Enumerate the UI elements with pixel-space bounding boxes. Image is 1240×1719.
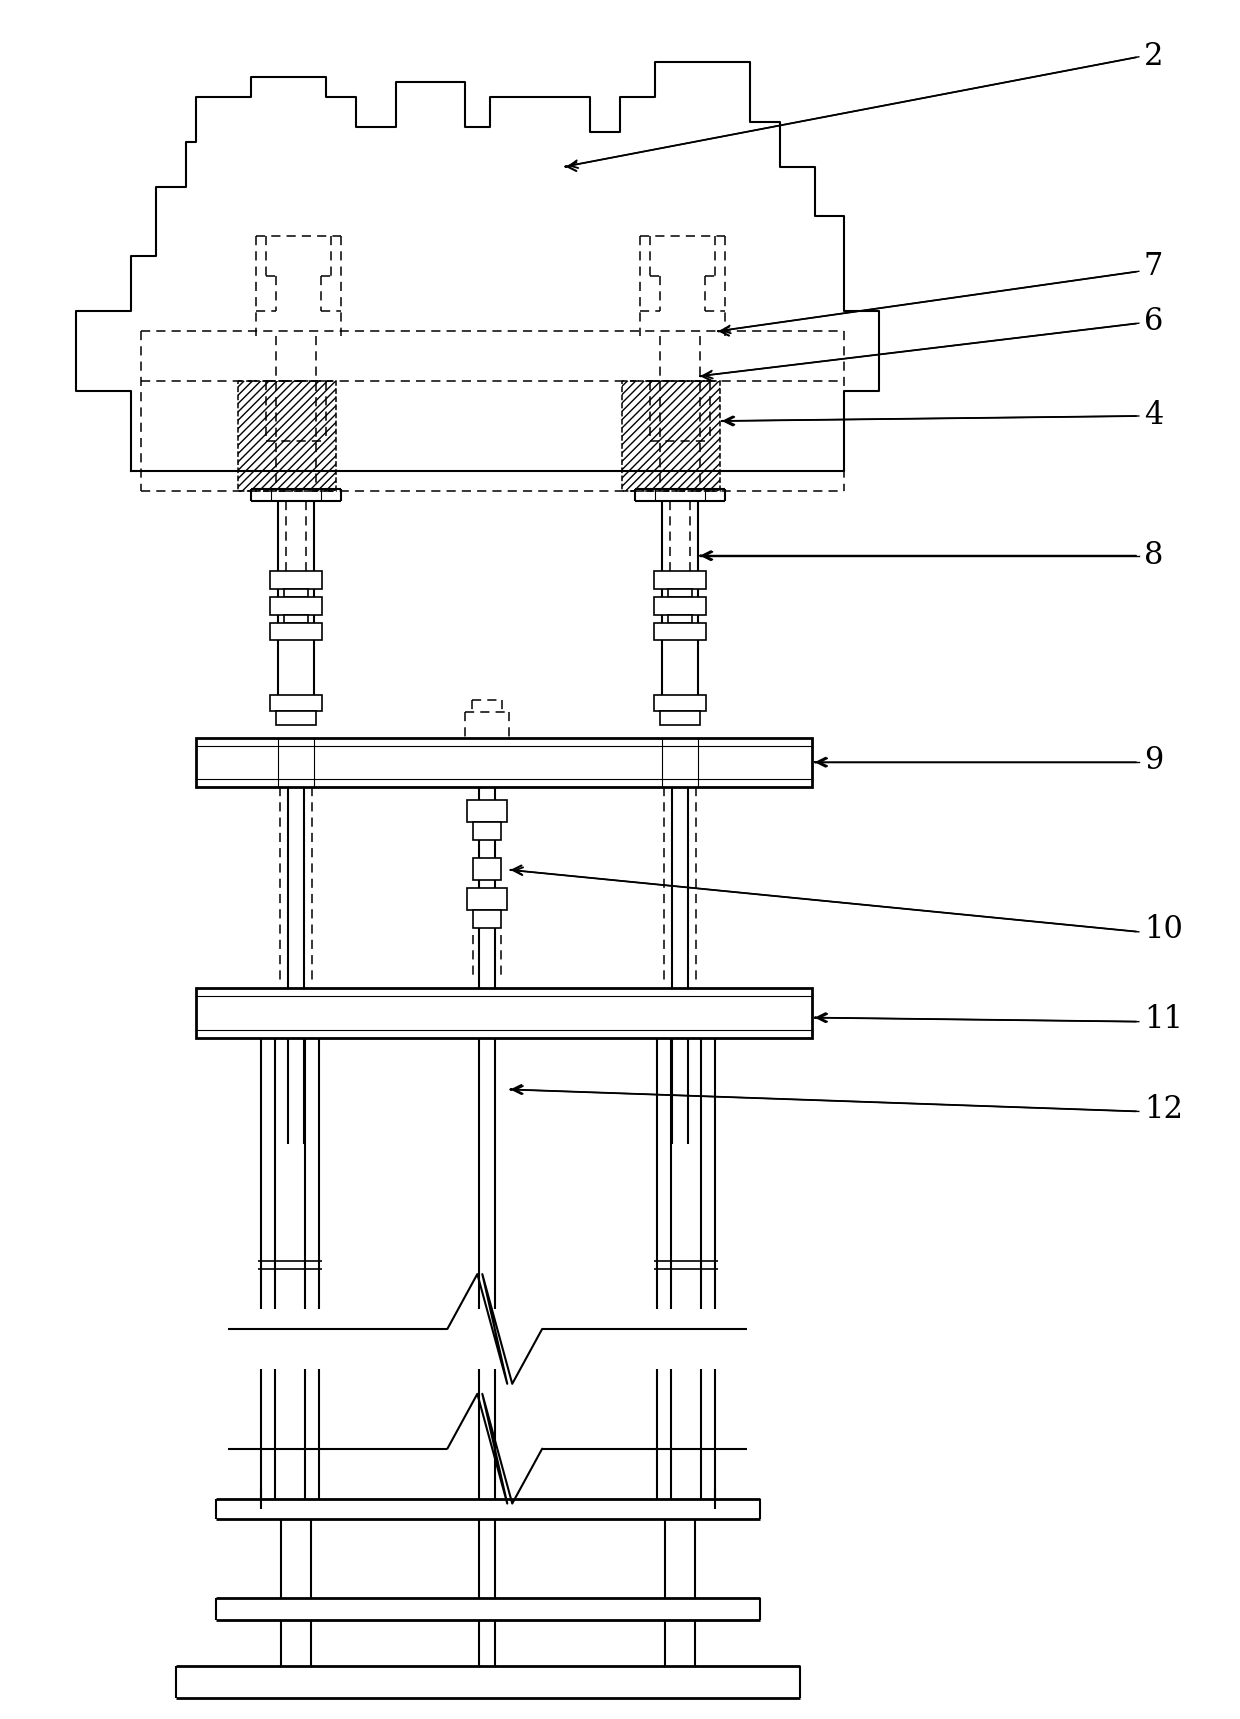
Bar <box>196 737 811 787</box>
Bar <box>653 696 706 712</box>
Bar <box>474 909 501 928</box>
Text: 6: 6 <box>1143 306 1163 337</box>
Bar <box>196 988 811 1038</box>
Text: 9: 9 <box>1143 744 1163 775</box>
Text: 10: 10 <box>1143 915 1183 945</box>
Bar <box>270 596 321 615</box>
Bar <box>270 622 321 641</box>
Text: 8: 8 <box>1143 540 1163 571</box>
Bar <box>284 615 308 622</box>
Bar <box>275 712 316 725</box>
Bar <box>467 889 507 909</box>
Text: 4: 4 <box>1143 401 1163 431</box>
Bar <box>270 696 321 712</box>
Bar <box>653 622 706 641</box>
Bar <box>660 712 699 725</box>
Text: 12: 12 <box>1143 1093 1183 1124</box>
Bar <box>668 588 692 596</box>
Bar <box>622 382 719 492</box>
Bar <box>668 615 692 622</box>
Text: 7: 7 <box>1143 251 1163 282</box>
Text: 2: 2 <box>1143 41 1163 72</box>
Bar <box>653 571 706 588</box>
Bar <box>474 858 501 880</box>
Bar <box>474 822 501 841</box>
Bar <box>284 588 308 596</box>
Text: 11: 11 <box>1143 1004 1183 1035</box>
Bar <box>238 382 336 492</box>
Bar <box>467 799 507 822</box>
Bar <box>653 596 706 615</box>
Bar <box>270 571 321 588</box>
